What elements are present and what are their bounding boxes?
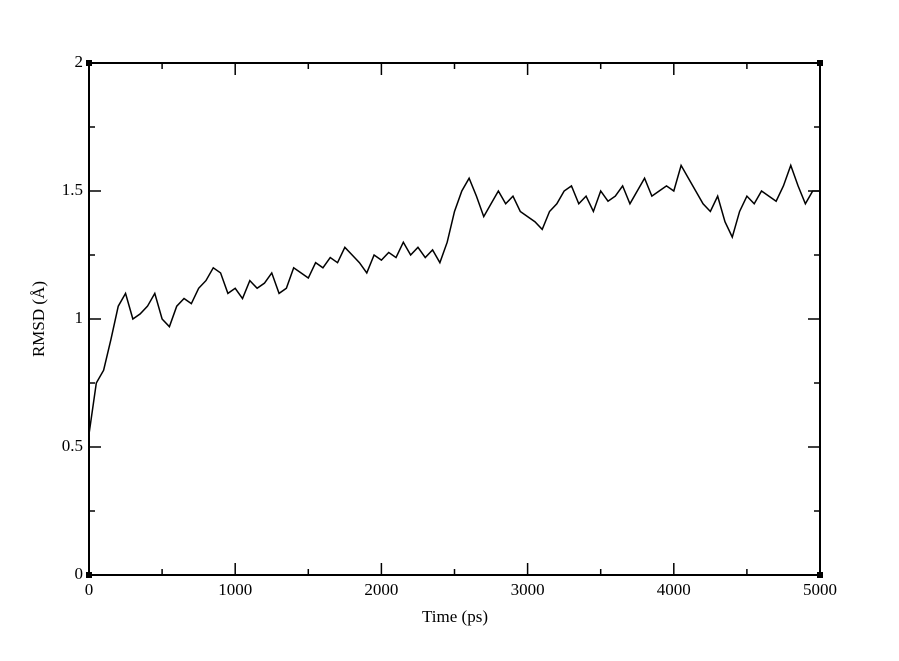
plot-frame xyxy=(88,62,821,576)
x-tick-label: 2000 xyxy=(364,580,398,599)
x-tick-label: 0 xyxy=(85,580,94,599)
y-tick-label: 0.5 xyxy=(62,436,83,455)
y-axis-label: RMSD (Å) xyxy=(29,281,48,357)
data-line xyxy=(88,163,820,435)
y-tick-label: 0 xyxy=(75,564,84,583)
x-axis-label: Time (ps) xyxy=(422,607,488,626)
y-tick-label: 1 xyxy=(75,308,84,327)
x-tick-label: 3000 xyxy=(511,580,545,599)
x-tick-label: 1000 xyxy=(218,580,252,599)
y-tick-label: 2 xyxy=(75,52,84,71)
y-tick-label: 1.5 xyxy=(62,180,83,199)
x-tick-label: 5000 xyxy=(803,580,837,599)
x-tick-label: 4000 xyxy=(657,580,691,599)
